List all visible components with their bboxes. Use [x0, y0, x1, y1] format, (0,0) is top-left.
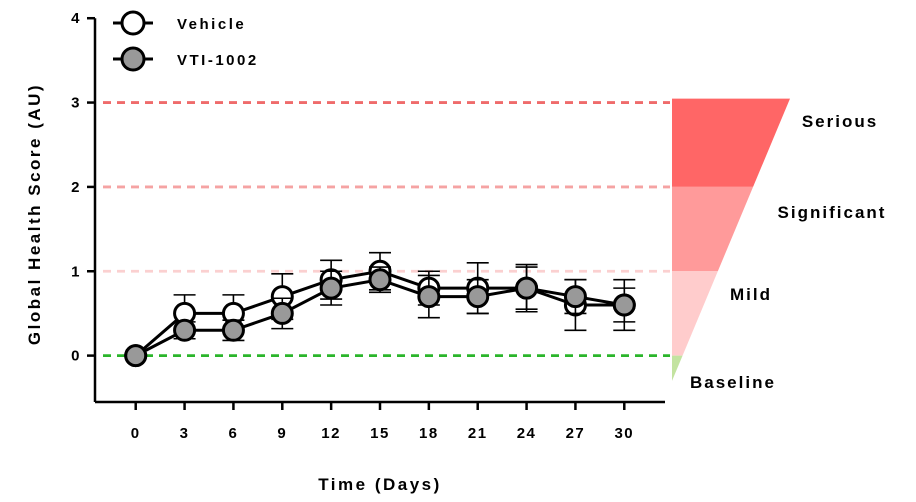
severity-label-significant: Significant — [778, 203, 887, 222]
data-point-vti-1002 — [563, 285, 587, 309]
x-tick-label: 12 — [321, 425, 341, 442]
x-tick-label: 21 — [468, 425, 488, 442]
data-point-vti-1002 — [221, 318, 245, 342]
x-tick-label: 24 — [517, 425, 537, 442]
x-tick-label: 9 — [277, 425, 287, 442]
y-tick-label: 2 — [71, 179, 81, 196]
data-point-vti-1002 — [368, 268, 392, 292]
legend-marker-vti-1002 — [120, 46, 146, 72]
x-axis-title: Time (Days) — [318, 475, 442, 494]
data-point-vti-1002 — [515, 276, 539, 300]
data-point-vti-1002 — [417, 285, 441, 309]
x-tick-label: 15 — [370, 425, 390, 442]
x-tick-label: 18 — [419, 425, 439, 442]
severity-band-baseline — [672, 355, 683, 381]
legend-marker-vehicle — [120, 10, 146, 36]
y-tick-label: 3 — [71, 95, 81, 112]
data-point-vti-1002 — [466, 285, 490, 309]
severity-label-serious: Serious — [802, 112, 878, 131]
severity-band-mild — [672, 271, 718, 356]
y-tick-label: 1 — [71, 263, 81, 280]
data-point-vti-1002 — [319, 276, 343, 300]
severity-band-serious — [672, 98, 790, 187]
x-tick-label: 27 — [566, 425, 586, 442]
data-point-vti-1002 — [173, 318, 197, 342]
legend: Vehicle VTI-1002 — [113, 10, 259, 72]
y-tick-label: 4 — [71, 10, 81, 27]
legend-label-vehicle: Vehicle — [177, 16, 246, 33]
data-point-vti-1002 — [612, 293, 636, 317]
series-vti-1002 — [124, 266, 636, 368]
data-point-vti-1002 — [124, 344, 148, 368]
x-tick-label: 6 — [229, 425, 239, 442]
y-axis-title: Global Health Score (AU) — [25, 83, 44, 345]
x-tick-label: 0 — [131, 425, 141, 442]
severity-band-significant — [672, 186, 754, 272]
severity-scale: Serious Significant Mild Baseline — [672, 98, 887, 392]
series-layer — [124, 251, 636, 368]
x-tick-label: 30 — [614, 425, 634, 442]
y-tick-label: 0 — [71, 348, 81, 365]
x-tick-label: 3 — [180, 425, 190, 442]
severity-label-mild: Mild — [730, 285, 772, 304]
data-point-vti-1002 — [270, 301, 294, 325]
legend-label-vti-1002: VTI-1002 — [177, 52, 259, 69]
severity-label-baseline: Baseline — [690, 373, 776, 392]
